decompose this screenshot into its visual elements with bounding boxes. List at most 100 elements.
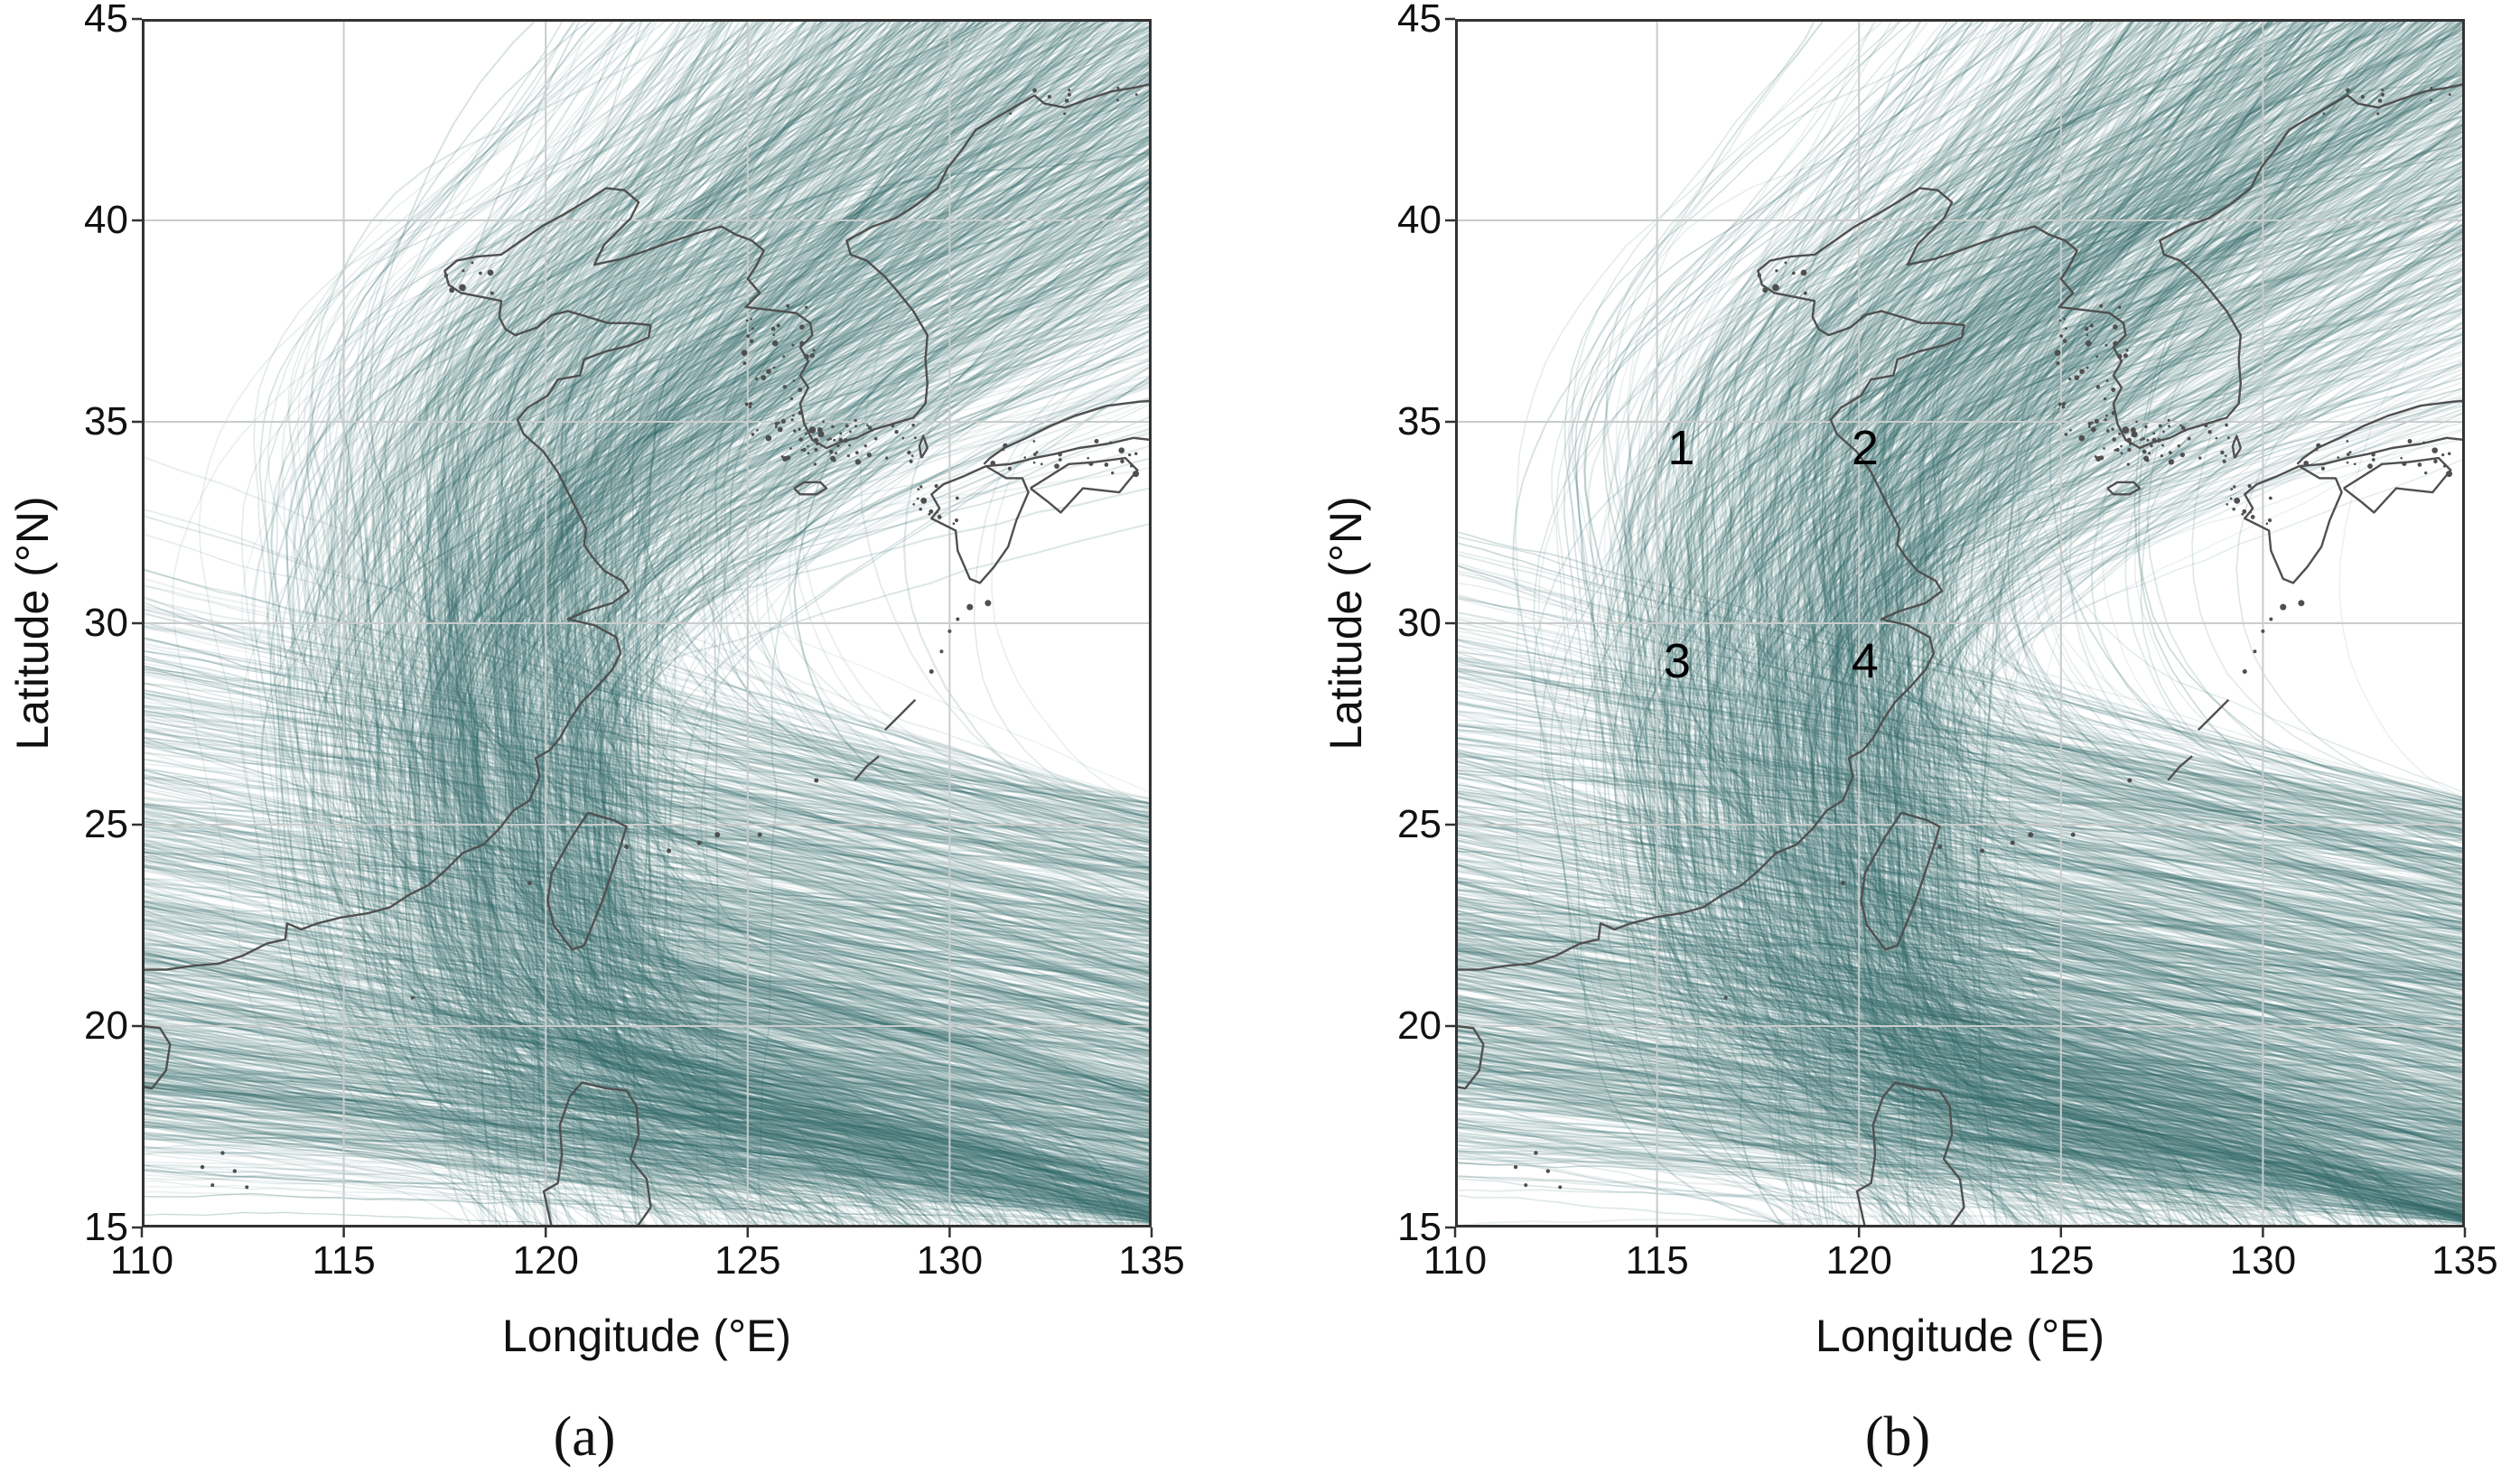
coastal-islet-speckle: [1095, 439, 1099, 443]
coastal-islet-speckle: [1792, 272, 1796, 275]
coastal-islet-speckle: [2418, 462, 2422, 467]
coastal-islet-speckle: [2074, 375, 2079, 380]
coastal-islet-speckle: [955, 518, 958, 522]
coastal-islet-speckle: [817, 427, 823, 433]
island-dot: [233, 1169, 237, 1172]
coastal-islet-speckle: [1135, 93, 1138, 96]
coastal-islet-speckle: [2443, 464, 2446, 467]
coastal-islet-speckle: [1133, 471, 1139, 477]
coastal-islet-speckle: [2112, 437, 2116, 442]
coastal-islet-speckle: [2079, 369, 2085, 374]
coastal-islet-speckle: [749, 406, 751, 408]
x-tick-label-125: 125: [685, 1239, 811, 1283]
coastal-islet-speckle: [790, 397, 793, 400]
coastal-islet-speckle: [2448, 453, 2451, 456]
coastal-islet-speckle: [936, 511, 938, 514]
coastal-islet-speckle: [766, 435, 772, 442]
coastal-islet-speckle: [1010, 112, 1013, 115]
coastal-islet-speckle: [2142, 450, 2147, 454]
coastal-islet-speckle: [2160, 454, 2163, 457]
coastal-islet-speckle: [751, 433, 755, 436]
coastal-islet-speckle: [953, 522, 956, 525]
island-dot: [2253, 649, 2256, 653]
island-dot: [714, 832, 720, 837]
coastal-islet-speckle: [2095, 455, 2097, 458]
coastal-islet-speckle: [836, 444, 839, 447]
coastal-islet-speckle: [2063, 339, 2067, 343]
coastal-islet-speckle: [2204, 424, 2207, 427]
coastal-islet-speckle: [2148, 452, 2151, 454]
coastal-islet-speckle: [2303, 461, 2309, 466]
x-tick-label-120: 120: [482, 1239, 609, 1283]
x-tick-label-125: 125: [1998, 1239, 2124, 1283]
coastal-islet-speckle: [2106, 429, 2110, 433]
coastal-islet-speckle: [2216, 437, 2218, 440]
coastal-islet-speckle: [849, 430, 852, 433]
x-tick-label-115: 115: [1594, 1239, 1721, 1283]
coastal-islet-speckle: [894, 430, 898, 434]
coastal-islet-speckle: [742, 350, 748, 356]
y-tick-label-25: 25: [1306, 801, 1442, 848]
coastal-islet-speckle: [2347, 462, 2349, 464]
coastal-islet-speckle: [807, 452, 810, 454]
coastal-islet-speckle: [1116, 98, 1119, 101]
coastal-islet-speckle: [2143, 456, 2149, 462]
coastal-islet-speckle: [847, 454, 850, 457]
island-dot: [2280, 604, 2286, 611]
coastal-islet-speckle: [2146, 439, 2149, 442]
coastal-islet-speckle: [919, 508, 922, 511]
coastal-islet-speckle: [2169, 459, 2174, 464]
coastal-islet-speckle: [1784, 261, 1787, 264]
coastal-islet-speckle: [2316, 443, 2320, 448]
coastal-islet-speckle: [848, 444, 851, 447]
coastal-islet-speckle: [2226, 503, 2228, 506]
coastal-islet-speckle: [793, 379, 796, 382]
y-tick-label-30: 30: [0, 600, 128, 647]
island-dot: [2243, 669, 2247, 674]
coastal-islet-speckle: [2225, 454, 2227, 457]
track-cloud-layer: [1378, 0, 2501, 1262]
coastal-islet-speckle: [2152, 432, 2155, 434]
coastal-islet-speckle: [822, 420, 825, 423]
coastal-islet-speckle: [2230, 488, 2233, 490]
coastal-islet-speckle: [490, 292, 494, 295]
island-dot: [697, 841, 702, 845]
coastal-islet-speckle: [864, 444, 867, 447]
island-dot: [2028, 832, 2033, 837]
coastal-islet-speckle: [2086, 333, 2088, 336]
coastal-islet-speckle: [798, 387, 802, 392]
coastal-islet-speckle: [1054, 463, 1059, 469]
coastal-islet-speckle: [2400, 457, 2403, 460]
coastal-islet-speckle: [792, 415, 795, 417]
coastal-islet-speckle: [2123, 353, 2128, 358]
coastal-islet-speckle: [1035, 451, 1038, 453]
coastal-islet-speckle: [1775, 269, 1778, 272]
coastal-islet-speckle: [799, 324, 805, 330]
coastal-islet-speckle: [1105, 462, 1109, 467]
coastal-islet-speckle: [855, 459, 861, 464]
coastal-islet-speckle: [2120, 445, 2123, 448]
coastal-islet-speckle: [2118, 433, 2121, 435]
coastal-islet-speckle: [2125, 427, 2128, 430]
coastal-islet-speckle: [2169, 451, 2172, 454]
coastal-islet-speckle: [1008, 467, 1012, 471]
coastal-islet-speckle: [805, 306, 807, 309]
coastal-islet-speckle: [791, 418, 794, 421]
island-dot: [966, 604, 973, 611]
coastal-islet-speckle: [766, 369, 771, 374]
coastal-islet-speckle: [2422, 442, 2425, 444]
coastal-islet-speckle: [835, 452, 837, 454]
coastal-islet-speckle: [917, 498, 919, 500]
coastal-islet-speckle: [911, 424, 915, 427]
map-plot-a: [142, 19, 1152, 1227]
island-dot: [220, 1151, 224, 1154]
coastal-islet-speckle: [938, 515, 942, 519]
coastal-islet-speckle: [854, 425, 857, 427]
coastal-islet-speckle: [2376, 112, 2379, 115]
island-dot: [1841, 881, 1845, 885]
coastal-islet-speckle: [775, 422, 779, 425]
coastal-islet-speckle: [2079, 435, 2086, 442]
coastal-islet-speckle: [2125, 349, 2128, 351]
coastal-islet-speckle: [2378, 98, 2383, 103]
coastal-islet-speckle: [751, 327, 754, 330]
